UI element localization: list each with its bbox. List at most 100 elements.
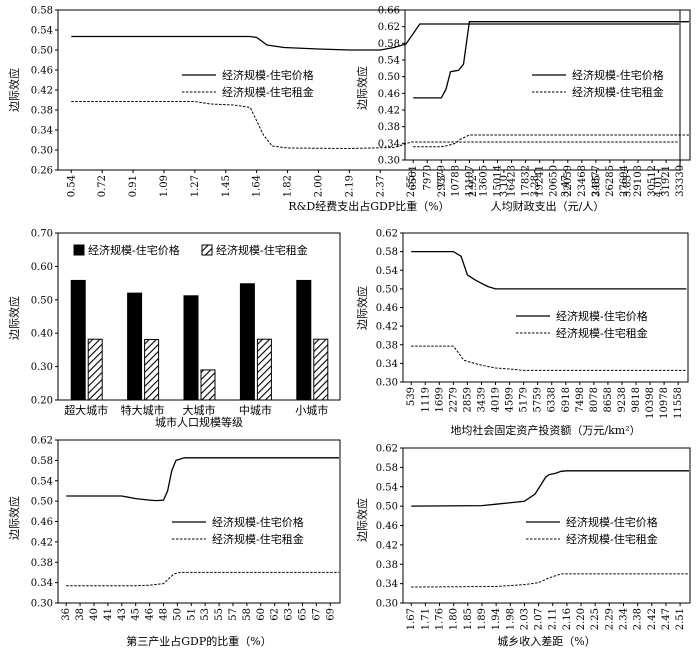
x-tick-label: 11558	[673, 387, 684, 419]
x-tick-label: 1.85	[463, 608, 474, 630]
x-tick-label: 45	[131, 608, 142, 621]
x-axis-label: R&D经费支出占GDP比重（%）	[288, 199, 449, 213]
x-tick-label: 中城市	[239, 403, 272, 417]
x-tick-label: 3.10	[499, 175, 510, 197]
plot-frame	[404, 9, 691, 161]
x-tick-label: 60	[256, 608, 267, 621]
y-tick-label: 0.50	[31, 497, 53, 508]
x-tick-label: 8078	[589, 387, 600, 412]
y-tick-label: 0.62	[378, 22, 400, 33]
x-tick-label: 57	[228, 608, 239, 621]
x-tick-label: 3.47	[561, 175, 572, 197]
series-line-2	[413, 134, 689, 148]
x-tick-label: 43	[117, 608, 128, 621]
y-tick-label: 0.38	[376, 560, 398, 571]
y-tick-label: 0.42	[378, 106, 400, 117]
y-axis-label: 边际效应	[355, 498, 369, 542]
y-tick-label: 0.42	[376, 540, 398, 551]
x-tick-label: 55	[214, 608, 225, 621]
x-tick-label: 27694	[619, 165, 630, 197]
y-tick-label: 0.20	[31, 396, 53, 407]
chart-panel-6: 0.30 0.34 0.38 0.42 0.46 0.50 0.54 0.58 0.62 边际效应…	[355, 444, 691, 648]
legend-label-1: 经济规模-住宅价格	[212, 515, 304, 529]
x-tick-label: 小城市	[295, 403, 328, 417]
y-tick-label: 0.54	[376, 482, 398, 493]
y-tick-label: 0.38	[31, 558, 53, 569]
x-tick-label: 5759	[533, 387, 544, 412]
x-tick-label: 2.07	[534, 608, 545, 630]
x-tick-label: 63	[284, 608, 295, 621]
x-tick-label: 超大城市	[64, 403, 108, 417]
legend-label-1: 经济规模-住宅价格	[222, 68, 314, 82]
x-tick-label: 特大城市	[121, 403, 165, 417]
y-tick-label: 0.30	[378, 156, 400, 167]
x-tick-label: 31921	[661, 165, 672, 197]
y-tick-label: 0.50	[376, 502, 398, 513]
y-axis-label: 边际效应	[7, 68, 21, 112]
series-line-1	[411, 470, 689, 507]
x-tick-label: 50	[172, 608, 183, 621]
y-tick-label: 0.46	[378, 89, 400, 100]
y-tick-label: 0.54	[378, 56, 400, 67]
charts-container: 0.26 0.30 0.34 0.38 0.42 0.46 0.50 0.54 0.58 边际效应…	[7, 6, 691, 648]
x-tick-label: 9238	[617, 387, 628, 412]
x-tick-label: 2.00	[313, 175, 324, 197]
x-tick-label: 9818	[631, 387, 642, 412]
x-tick-label: 2.92	[468, 175, 479, 197]
x-tick-label: 1.94	[491, 608, 502, 630]
x-tick-label: 12197	[464, 165, 475, 197]
y-tick-label: 0.34	[31, 578, 53, 589]
y-tick-label: 0.38	[31, 106, 53, 117]
y-tick-label: 0.54	[31, 26, 53, 37]
x-tick-label: 2.11	[548, 608, 559, 630]
y-tick-label: 0.70	[31, 229, 53, 240]
x-tick-label: 539	[406, 387, 417, 406]
x-axis-label: 城乡收入差距（%）	[497, 634, 595, 648]
y-tick-label: 0.58	[378, 39, 400, 50]
bar-2-4	[256, 338, 272, 401]
bar-1-2	[127, 292, 143, 401]
x-tick-label: 41	[103, 608, 114, 621]
x-axis-label: 城市人口规模等级	[155, 415, 243, 429]
bar-2-1	[87, 338, 103, 401]
y-tick-label: 0.50	[376, 284, 398, 295]
x-tick-label: 2.29	[604, 608, 615, 630]
x-tick-label: 6338	[547, 387, 558, 412]
bar-1-3	[183, 295, 199, 401]
x-tick-label: 0.91	[128, 175, 139, 197]
y-tick-label: 0.34	[376, 579, 398, 590]
y-tick-label: 0.62	[376, 229, 398, 240]
x-tick-label: 23468	[577, 165, 588, 197]
y-tick-label: 0.40	[31, 329, 53, 340]
series-line-2	[71, 101, 679, 150]
x-tick-label: 24877	[591, 165, 602, 197]
bar-1-4	[239, 283, 255, 401]
x-tick-label: 3439	[476, 387, 487, 412]
y-tick-label: 0.34	[376, 359, 398, 370]
bar-1-5	[296, 279, 312, 401]
x-tick-label: 69	[325, 608, 336, 621]
bar-1-1	[70, 279, 86, 401]
y-tick-label: 0.58	[376, 247, 398, 258]
x-tick-label: 58	[242, 608, 253, 621]
y-tick-label: 0.42	[31, 86, 53, 97]
x-tick-label: 8658	[603, 387, 614, 412]
x-tick-label: 51	[186, 608, 197, 621]
x-tick-label: 1.80	[449, 608, 460, 630]
y-tick-label: 0.46	[376, 303, 398, 314]
chart-panel-1: 0.26 0.30 0.34 0.38 0.42 0.46 0.50 0.54 0.58 边际效应…	[7, 6, 681, 213]
x-axis-label: 人均财政支出（元/人）	[491, 199, 605, 213]
x-tick-label: 0.54	[66, 175, 77, 197]
y-tick-label: 0.62	[31, 436, 53, 447]
legend-label-2: 经济规模-住宅租金	[572, 85, 664, 99]
x-tick-label: 2.73	[437, 175, 448, 197]
x-tick-label: 10398	[645, 387, 656, 419]
y-tick-label: 0.60	[31, 262, 53, 273]
y-tick-label: 0.42	[31, 537, 53, 548]
x-tick-label: 10978	[659, 387, 670, 419]
y-tick-label: 0.34	[378, 139, 400, 150]
legend-label-1: 经济规模-住宅价格	[572, 68, 664, 82]
x-tick-label: 46	[145, 608, 156, 621]
